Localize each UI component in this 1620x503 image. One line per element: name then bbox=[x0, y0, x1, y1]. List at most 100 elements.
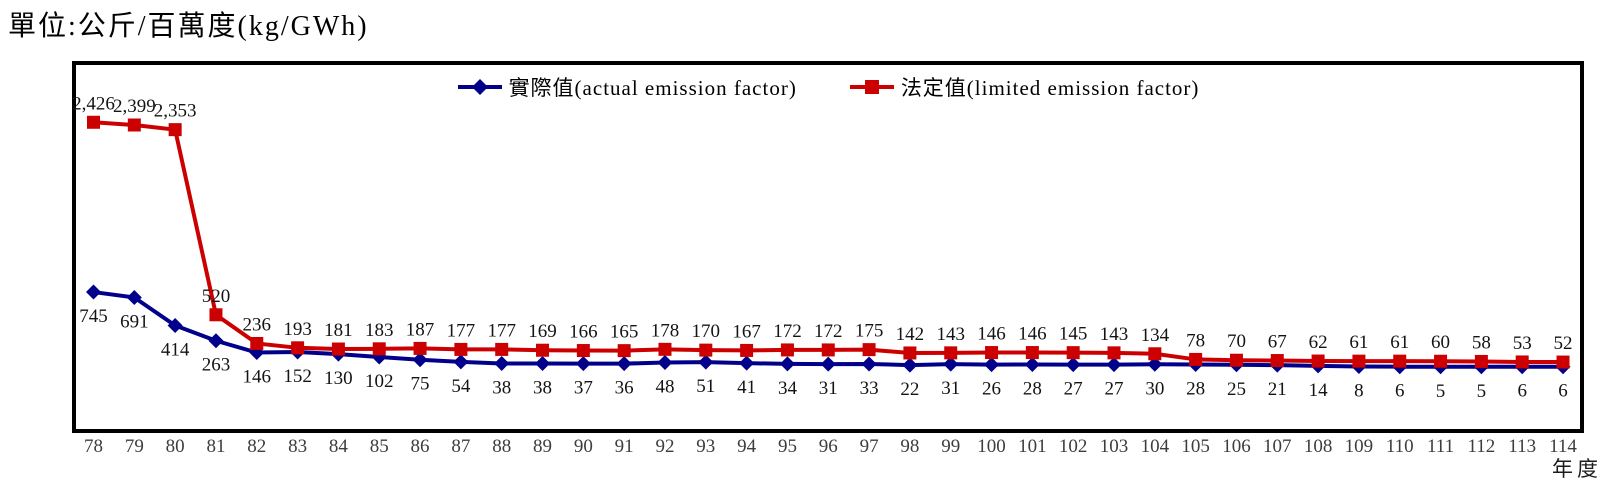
x-tick-label: 98 bbox=[900, 436, 919, 457]
data-label-limited: 170 bbox=[692, 321, 721, 342]
square-marker bbox=[1270, 354, 1284, 368]
square-marker bbox=[944, 346, 958, 360]
data-label-limited: 187 bbox=[406, 319, 435, 340]
square-marker bbox=[250, 336, 264, 350]
data-label-limited: 134 bbox=[1141, 325, 1170, 346]
data-label-actual: 27 bbox=[1064, 379, 1083, 400]
x-tick-label: 106 bbox=[1222, 436, 1251, 457]
square-marker bbox=[1107, 346, 1121, 360]
data-label-actual: 34 bbox=[778, 378, 798, 399]
x-tick-label: 90 bbox=[574, 436, 593, 457]
data-label-limited: 175 bbox=[855, 321, 884, 342]
diamond-marker bbox=[126, 290, 142, 306]
data-label-actual: 146 bbox=[243, 367, 272, 388]
diamond-marker bbox=[1024, 356, 1040, 372]
square-marker bbox=[1148, 347, 1162, 361]
square-marker bbox=[291, 341, 305, 355]
data-label-actual: 37 bbox=[574, 378, 593, 399]
data-label-actual: 31 bbox=[941, 378, 960, 399]
data-label-limited: 78 bbox=[1186, 330, 1205, 351]
diamond-marker bbox=[1065, 357, 1081, 373]
diamond-marker bbox=[943, 356, 959, 372]
square-marker bbox=[1474, 354, 1488, 368]
data-label-actual: 6 bbox=[1395, 381, 1405, 402]
data-label-limited: 166 bbox=[569, 322, 598, 343]
x-tick-label: 107 bbox=[1263, 436, 1292, 457]
x-tick-label: 80 bbox=[166, 436, 185, 457]
chart-frame bbox=[72, 61, 1584, 433]
data-label-actual: 51 bbox=[696, 376, 715, 397]
data-label-actual: 6 bbox=[1517, 381, 1527, 402]
data-label-actual: 102 bbox=[365, 371, 394, 392]
x-tick-label: 110 bbox=[1386, 436, 1414, 457]
data-label-limited: 520 bbox=[202, 286, 231, 307]
square-marker bbox=[1556, 355, 1570, 369]
data-label-limited: 146 bbox=[1018, 324, 1047, 345]
x-tick-label: 95 bbox=[778, 436, 797, 457]
square-marker bbox=[209, 308, 223, 322]
square-marker bbox=[1025, 346, 1039, 360]
data-label-limited: 177 bbox=[487, 320, 516, 341]
unit-title: 單位:公斤/百萬度(kg/GWh) bbox=[8, 11, 369, 42]
square-marker bbox=[740, 343, 754, 357]
data-label-actual: 14 bbox=[1309, 380, 1329, 401]
data-label-limited: 52 bbox=[1554, 333, 1573, 354]
square-marker bbox=[127, 118, 141, 132]
data-label-actual: 28 bbox=[1023, 378, 1042, 399]
diamond-marker bbox=[1147, 356, 1163, 372]
data-label-limited: 236 bbox=[243, 314, 272, 335]
data-label-limited: 2,399 bbox=[113, 96, 156, 117]
diamond-marker bbox=[902, 357, 918, 373]
x-tick-label: 112 bbox=[1467, 436, 1495, 457]
diamond-marker bbox=[616, 356, 632, 372]
square-marker bbox=[1189, 352, 1203, 366]
data-label-actual: 26 bbox=[982, 379, 1001, 400]
data-label-actual: 41 bbox=[737, 377, 756, 398]
diamond-marker bbox=[861, 356, 877, 372]
x-tick-label: 100 bbox=[977, 436, 1006, 457]
x-tick-label: 93 bbox=[696, 436, 715, 457]
data-label-actual: 263 bbox=[202, 355, 231, 376]
data-label-limited: 178 bbox=[651, 320, 680, 341]
data-label-limited: 61 bbox=[1390, 332, 1409, 353]
diamond-marker bbox=[453, 354, 469, 370]
square-marker bbox=[903, 346, 917, 360]
data-label-actual: 22 bbox=[900, 379, 919, 400]
data-label-limited: 145 bbox=[1059, 324, 1088, 345]
data-label-actual: 27 bbox=[1105, 379, 1124, 400]
square-marker bbox=[87, 115, 100, 129]
x-tick-label: 86 bbox=[411, 436, 430, 457]
diamond-marker bbox=[575, 356, 591, 372]
x-tick-label: 94 bbox=[737, 436, 757, 457]
x-tick-label: 101 bbox=[1018, 436, 1047, 457]
diamond-marker bbox=[779, 356, 795, 372]
square-marker bbox=[495, 342, 509, 356]
data-label-limited: 165 bbox=[610, 322, 639, 343]
x-tick-label: 102 bbox=[1059, 436, 1088, 457]
diamond-marker bbox=[494, 355, 510, 371]
square-marker bbox=[413, 341, 427, 355]
data-label-limited: 146 bbox=[977, 324, 1006, 345]
data-label-actual: 48 bbox=[655, 376, 674, 397]
x-tick-label: 83 bbox=[288, 436, 307, 457]
x-tick-label: 87 bbox=[451, 436, 470, 457]
data-label-actual: 6 bbox=[1558, 381, 1568, 402]
data-label-actual: 36 bbox=[615, 378, 634, 399]
x-tick-label: 113 bbox=[1508, 436, 1536, 457]
x-tick-label: 105 bbox=[1181, 436, 1210, 457]
data-label-limited: 67 bbox=[1268, 332, 1287, 353]
square-marker bbox=[658, 342, 672, 356]
x-axis-title: 年度 bbox=[1552, 457, 1602, 481]
diamond-marker bbox=[208, 333, 224, 349]
x-tick-label: 88 bbox=[492, 436, 511, 457]
data-label-actual: 8 bbox=[1354, 380, 1364, 401]
data-label-limited: 53 bbox=[1513, 333, 1532, 354]
square-marker bbox=[617, 344, 631, 358]
x-tick-label: 92 bbox=[655, 436, 674, 457]
diamond-marker bbox=[984, 357, 1000, 373]
x-tick-label: 114 bbox=[1549, 436, 1577, 457]
data-label-actual: 152 bbox=[283, 366, 312, 387]
data-label-actual: 21 bbox=[1268, 379, 1287, 400]
